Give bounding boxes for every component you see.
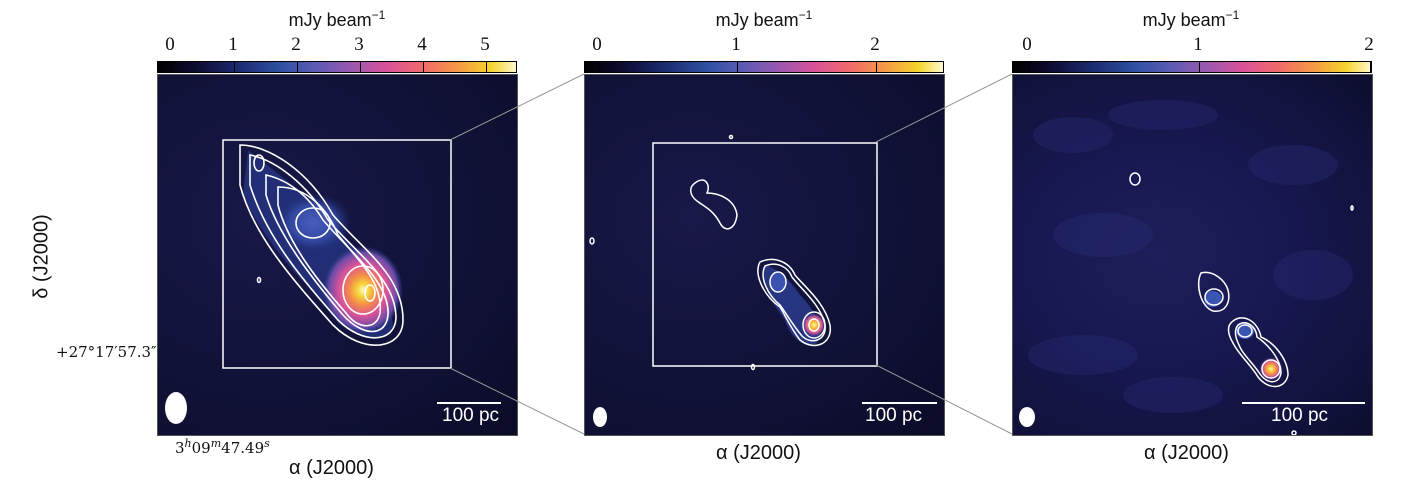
colorbar-1-title: mJy beam−1 [288,8,386,30]
radio-map-3 [1019,100,1354,435]
scalebar-3-label: 100 pc [1271,405,1329,426]
beam-ellipse-2 [593,407,607,427]
colorbar-1-tick: 2 [291,34,301,55]
colorbar-1-tick: 3 [354,34,364,55]
colorbar-3-title: mJy beam−1 [1142,8,1240,30]
zoom-box-2 [652,142,878,367]
colorbar-1-tick: 1 [228,34,238,55]
zoom-box-1 [222,139,452,369]
dec-coordinate: +27°17′57.3″ [56,343,157,361]
scalebar-1-line [437,402,501,404]
scalebar-3-line [1242,402,1365,404]
colorbar-3 [1012,61,1372,73]
ra-coordinate: 3h09m47.49s [175,437,270,457]
colorbar-1 [157,61,517,73]
colorbar-1-tick: 0 [165,34,175,55]
colorbar-3-tick: 2 [1364,34,1374,55]
scalebar-1-label: 100 pc [442,405,500,426]
colorbar-1-tick: 4 [417,34,427,55]
colorbar-2-tick: 0 [592,34,602,55]
radio-map-2 [589,134,878,427]
scalebar-2-line [862,402,937,404]
x-axis-label-2: α (J2000) [716,442,801,464]
colorbar-2-tick: 2 [870,34,880,55]
radio-image-panel-1: 100 pc [157,74,518,436]
colorbar-2 [584,61,944,73]
scalebar-2-label: 100 pc [865,405,923,426]
colorbar-3-tick: 1 [1193,34,1203,55]
colorbar-2-title: mJy beam−1 [715,8,813,30]
beam-ellipse-3 [1019,407,1035,427]
radio-image-panel-3: 100 pc [1012,74,1373,436]
radio-image-panel-2: 100 pc [584,74,945,436]
x-axis-label-3: α (J2000) [1144,442,1229,464]
colorbar-2-tick: 1 [731,34,741,55]
beam-ellipse-1 [165,392,187,424]
colorbar-1-tick: 5 [480,34,490,55]
colorbar-3-tick: 0 [1022,34,1032,55]
x-axis-label-1: α (J2000) [289,457,374,479]
y-axis-label-1: δ (J2000) [30,214,53,299]
radio-map-1 [165,139,452,424]
